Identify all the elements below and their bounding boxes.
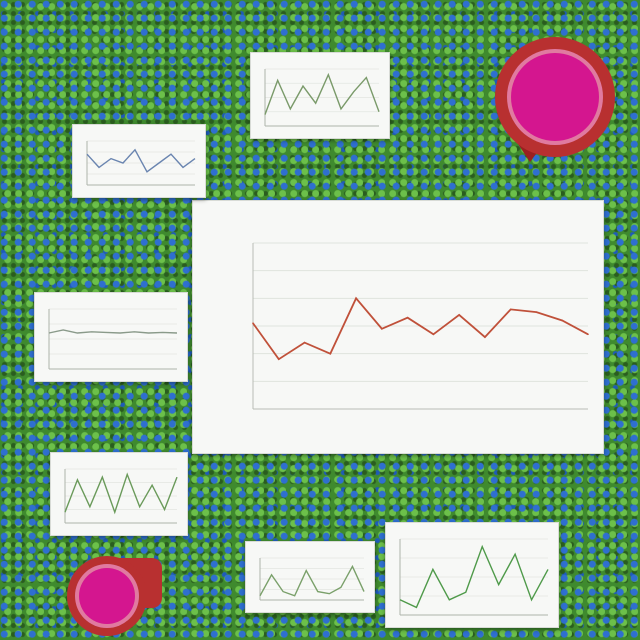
mini-chart-card-3 (34, 292, 188, 382)
mini-line-chart-1 (264, 68, 380, 127)
pink-cup-top-right-icon (495, 37, 615, 162)
main-chart-card (192, 200, 604, 454)
data-point (587, 333, 589, 336)
mini-series-line (86, 148, 196, 173)
mini-line-chart-5 (259, 557, 365, 601)
mini-chart-card-1 (250, 52, 390, 139)
mini-series-line (399, 544, 549, 609)
mini-chart-card-4 (50, 452, 188, 536)
mini-series-line (259, 564, 365, 597)
mini-series-line (48, 329, 178, 334)
data-point (458, 314, 460, 316)
data-point (329, 352, 332, 355)
mini-line-chart-3 (48, 308, 178, 370)
data-point (432, 333, 435, 336)
data-point (484, 336, 486, 338)
main-line-chart (252, 242, 589, 410)
pink-cup-bottom-left-icon (67, 556, 162, 636)
data-point (303, 341, 306, 344)
series-line-1 (252, 296, 589, 361)
mini-line-chart-2 (86, 140, 196, 186)
data-point (561, 319, 564, 322)
mini-chart-card-6 (385, 522, 559, 628)
data-point (277, 358, 280, 360)
data-point (381, 327, 383, 330)
data-point (509, 308, 512, 311)
mini-series-line (64, 472, 178, 515)
mini-chart-card-5 (245, 541, 375, 613)
mini-line-chart-4 (64, 468, 178, 524)
data-point (535, 311, 538, 313)
mini-series-line (264, 72, 380, 115)
mini-line-chart-6 (399, 538, 549, 616)
mini-chart-card-2 (72, 124, 206, 198)
data-point (252, 322, 254, 325)
data-point (355, 297, 357, 300)
data-point (406, 316, 409, 319)
